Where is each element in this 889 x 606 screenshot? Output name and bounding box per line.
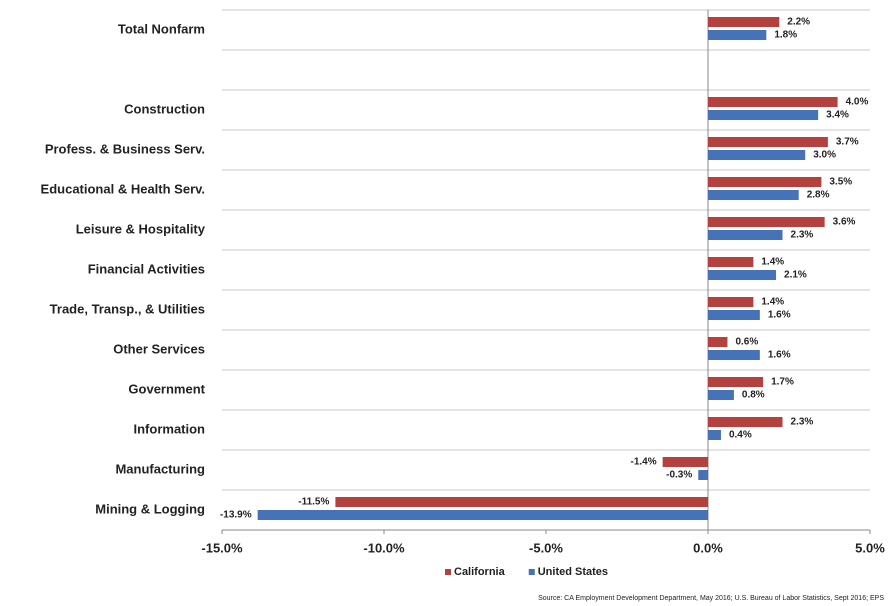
value-label: -0.3% [666, 470, 692, 481]
category-label: Information [134, 421, 206, 436]
bar [708, 417, 783, 427]
source-note: Source: CA Employment Development Depart… [538, 595, 884, 602]
category-label: Educational & Health Serv. [41, 181, 205, 196]
value-label: 0.4% [729, 430, 752, 441]
value-label: 3.6% [833, 217, 856, 228]
bar [708, 17, 780, 27]
value-label: 2.3% [791, 230, 814, 241]
legend-swatch [528, 569, 535, 575]
bar [708, 350, 760, 360]
bar [708, 217, 825, 227]
value-label: 1.4% [761, 297, 784, 308]
value-label: 4.0% [846, 97, 869, 108]
x-tick-label: -10.0% [363, 540, 405, 555]
value-label: 0.6% [735, 337, 758, 348]
bar [708, 230, 783, 240]
bar [662, 457, 708, 467]
bar [708, 110, 819, 120]
legend-label: United States [538, 566, 608, 578]
value-label: 1.6% [768, 350, 791, 361]
bar [708, 30, 767, 40]
value-label: 0.8% [742, 390, 765, 401]
bar [708, 270, 777, 280]
value-label: 3.0% [813, 150, 836, 161]
category-label: Profess. & Business Serv. [45, 141, 205, 156]
category-label: Trade, Transp., & Utilities [50, 301, 205, 316]
bar [708, 337, 728, 347]
value-label: 2.3% [791, 417, 814, 428]
value-label: 2.8% [807, 190, 830, 201]
value-label: -13.9% [220, 510, 252, 521]
category-label: Construction [124, 101, 205, 116]
category-label: Leisure & Hospitality [76, 221, 206, 236]
x-tick-label: 0.0% [693, 540, 723, 555]
bar [708, 257, 754, 267]
bar [698, 470, 708, 480]
category-label: Financial Activities [88, 261, 205, 276]
category-label: Manufacturing [115, 461, 205, 476]
value-label: 2.2% [787, 17, 810, 28]
value-label: 1.7% [771, 377, 794, 388]
bar [708, 177, 822, 187]
value-label: 1.6% [768, 310, 791, 321]
bar [708, 97, 838, 107]
value-label: 3.7% [836, 137, 859, 148]
value-label: -11.5% [298, 497, 329, 508]
value-label: 2.1% [784, 270, 807, 281]
bar [335, 497, 708, 507]
bar [708, 310, 760, 320]
category-label: Mining & Logging [95, 501, 205, 516]
value-label: 1.8% [774, 30, 797, 41]
bar [708, 190, 799, 200]
value-label: 1.4% [761, 257, 784, 268]
category-label: Government [128, 381, 205, 396]
legend-swatch [445, 569, 451, 575]
bar [708, 297, 754, 307]
bar [708, 430, 721, 440]
x-tick-label: 5.0% [855, 540, 885, 555]
bar [708, 390, 734, 400]
value-label: -1.4% [631, 457, 657, 468]
bar [257, 510, 708, 520]
bar [708, 137, 828, 147]
bar [708, 150, 806, 160]
x-tick-label: -15.0% [201, 540, 243, 555]
category-label: Total Nonfarm [118, 21, 205, 36]
legend-label: California [454, 566, 506, 578]
x-tick-label: -5.0% [529, 540, 563, 555]
value-label: 3.5% [829, 177, 852, 188]
bar [708, 377, 764, 387]
value-label: 3.4% [826, 110, 849, 121]
category-label: Other Services [113, 341, 205, 356]
